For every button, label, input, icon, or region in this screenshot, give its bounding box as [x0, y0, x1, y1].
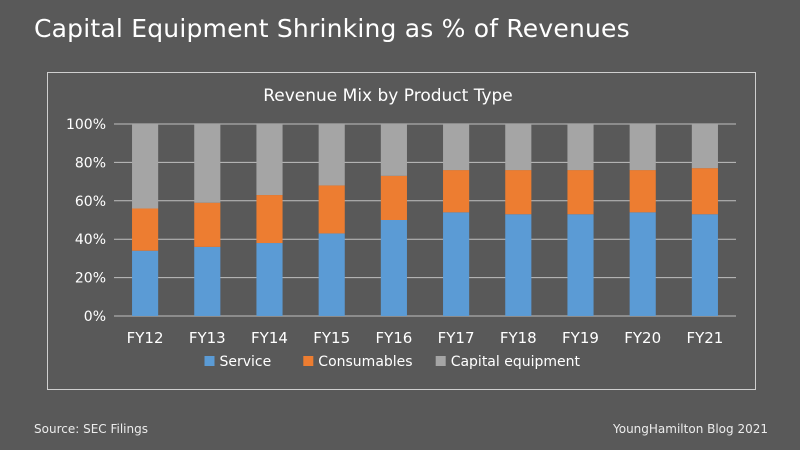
bar-segment-capital-equipment [567, 124, 594, 171]
legend: Service Consumables Capital equipment [204, 354, 581, 370]
bar-segment-capital-equipment [318, 124, 345, 186]
revenue-mix-chart: Revenue Mix by Product Type 0% 20% 40% 60% 8… [66, 86, 736, 370]
x-tick-label: FY14 [251, 329, 288, 347]
x-tick-label: FY21 [686, 329, 723, 347]
bar-segment-service [505, 214, 532, 316]
y-tick-label: 80% [75, 155, 106, 171]
bar-segment-consumables [629, 170, 656, 213]
bar-segment-service [567, 214, 594, 316]
bar-segment-consumables [443, 170, 470, 213]
chart-title: Revenue Mix by Product Type [263, 86, 513, 106]
bar-segment-consumables [380, 175, 407, 220]
source-note: Source: SEC Filings [34, 422, 148, 436]
credit-note: YoungHamilton Blog 2021 [613, 422, 768, 436]
bar-segment-capital-equipment [256, 124, 283, 196]
bar-segment-consumables [132, 208, 159, 251]
bar-segment-service [691, 214, 718, 316]
bar-segment-capital-equipment [691, 124, 718, 169]
y-tick-label: 100% [66, 117, 106, 133]
x-axis-ticks: FY12 FY13 FY14 FY15 FY16 FY17 FY18 FY19 FY20 FY21 [127, 329, 724, 347]
bar-segment-capital-equipment [380, 124, 407, 176]
chart-frame: Revenue Mix by Product Type 0% 20% 40% 60% 8… [47, 72, 756, 390]
legend-label: Consumables [318, 354, 412, 370]
bar-segment-consumables [567, 170, 594, 215]
bar-segment-capital-equipment [194, 124, 221, 203]
x-tick-label: FY19 [562, 329, 599, 347]
bar-segment-service [380, 220, 407, 316]
bar-segment-capital-equipment [132, 124, 159, 209]
y-tick-label: 0% [84, 309, 106, 325]
bars [132, 124, 718, 316]
x-tick-label: FY12 [127, 329, 164, 347]
x-tick-label: FY18 [500, 329, 537, 347]
y-tick-label: 60% [75, 194, 106, 210]
y-tick-label: 20% [75, 271, 106, 287]
bar-segment-consumables [691, 168, 718, 215]
bar-segment-consumables [318, 185, 345, 234]
bar-segment-capital-equipment [505, 124, 532, 171]
legend-label: Service [220, 354, 272, 370]
bar-segment-service [443, 212, 470, 316]
bar-segment-service [132, 250, 159, 316]
legend-swatch [204, 356, 215, 366]
legend-swatch [303, 356, 314, 366]
bar-segment-service [318, 233, 345, 316]
legend-swatch [435, 356, 446, 366]
y-axis-ticks: 0% 20% 40% 60% 80% 100% [66, 117, 106, 325]
y-tick-label: 40% [75, 232, 106, 248]
x-tick-label: FY15 [313, 329, 350, 347]
bar-segment-consumables [256, 195, 283, 244]
x-tick-label: FY17 [438, 329, 475, 347]
legend-label: Capital equipment [451, 354, 581, 370]
slide-title: Capital Equipment Shrinking as % of Reve… [34, 14, 630, 43]
bar-segment-consumables [194, 202, 221, 247]
x-tick-label: FY13 [189, 329, 226, 347]
bar-segment-capital-equipment [629, 124, 656, 171]
bar-segment-service [629, 212, 656, 316]
x-tick-label: FY20 [624, 329, 661, 347]
x-tick-label: FY16 [375, 329, 412, 347]
bar-segment-consumables [505, 170, 532, 215]
bar-segment-service [194, 246, 221, 316]
bar-segment-capital-equipment [443, 124, 470, 171]
bar-segment-service [256, 243, 283, 316]
